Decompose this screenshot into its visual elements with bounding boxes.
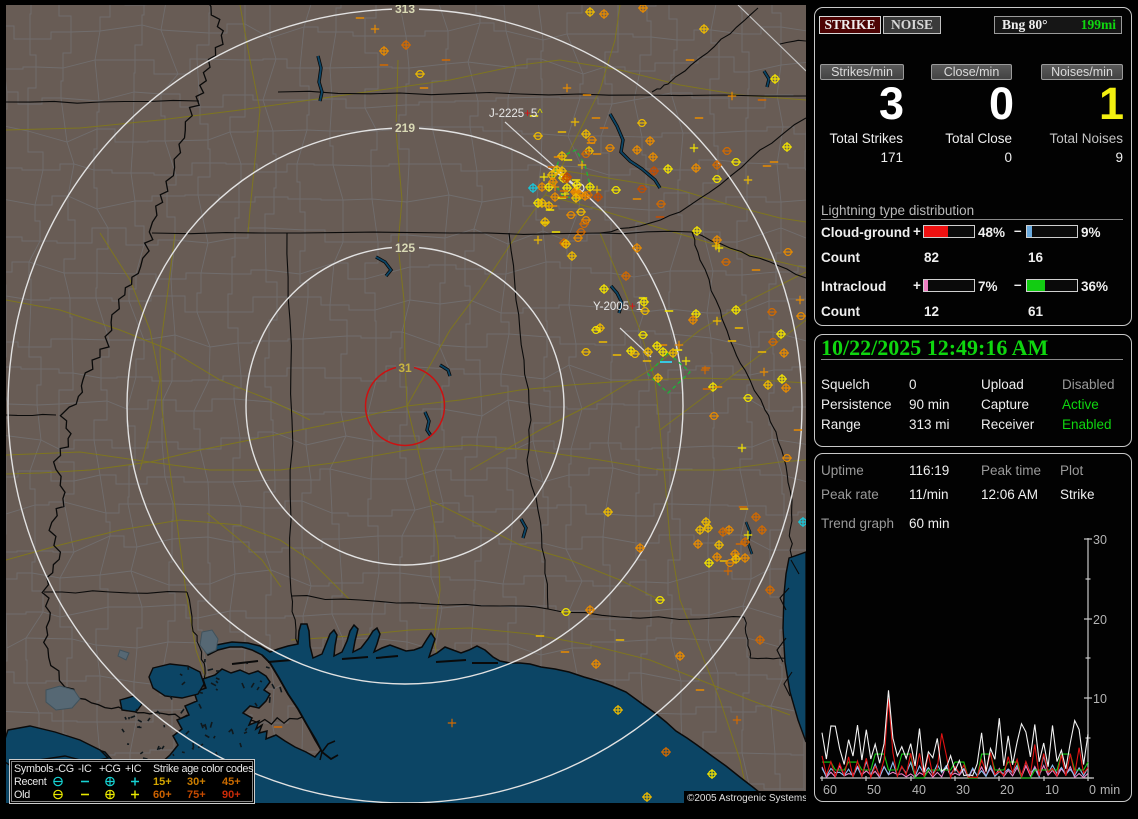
svg-text:60+: 60+ xyxy=(153,789,172,801)
svg-text:+IC: +IC xyxy=(125,763,142,775)
svg-text:313: 313 xyxy=(395,5,415,16)
svg-text:10: 10 xyxy=(1093,692,1107,706)
svg-text:Recent: Recent xyxy=(14,776,47,788)
svg-text:0: 0 xyxy=(1089,783,1096,797)
svg-text:60: 60 xyxy=(823,783,837,797)
svg-text:45+: 45+ xyxy=(222,776,241,788)
svg-text:Y-2005+1: Y-2005+1 xyxy=(593,301,642,313)
svg-text:75+: 75+ xyxy=(187,789,206,801)
svg-text:-CG: -CG xyxy=(55,763,74,775)
svg-text:20: 20 xyxy=(1000,783,1014,797)
svg-text:40: 40 xyxy=(912,783,926,797)
svg-text:J-2225+5^: J-2225+5^ xyxy=(489,108,543,120)
svg-text:219: 219 xyxy=(395,121,415,135)
svg-text:©2005 Astrogenic Systems: ©2005 Astrogenic Systems xyxy=(687,793,806,803)
svg-text:-IC: -IC xyxy=(78,763,92,775)
svg-text:20: 20 xyxy=(1093,613,1107,627)
svg-text:Old: Old xyxy=(14,789,30,801)
svg-text:10: 10 xyxy=(1045,783,1059,797)
svg-text:Symbols: Symbols xyxy=(14,763,54,775)
svg-text:min: min xyxy=(1100,783,1120,797)
svg-text:Strike age color codes: Strike age color codes xyxy=(153,763,254,775)
svg-text:30: 30 xyxy=(956,783,970,797)
svg-text:50: 50 xyxy=(867,783,881,797)
svg-text:+CG: +CG xyxy=(99,763,121,775)
svg-text:30+: 30+ xyxy=(187,776,206,788)
svg-text:30: 30 xyxy=(1093,533,1107,547)
svg-text:31: 31 xyxy=(398,361,412,375)
svg-text:125: 125 xyxy=(395,241,415,255)
svg-text:90+: 90+ xyxy=(222,789,241,801)
svg-text:15+: 15+ xyxy=(153,776,172,788)
